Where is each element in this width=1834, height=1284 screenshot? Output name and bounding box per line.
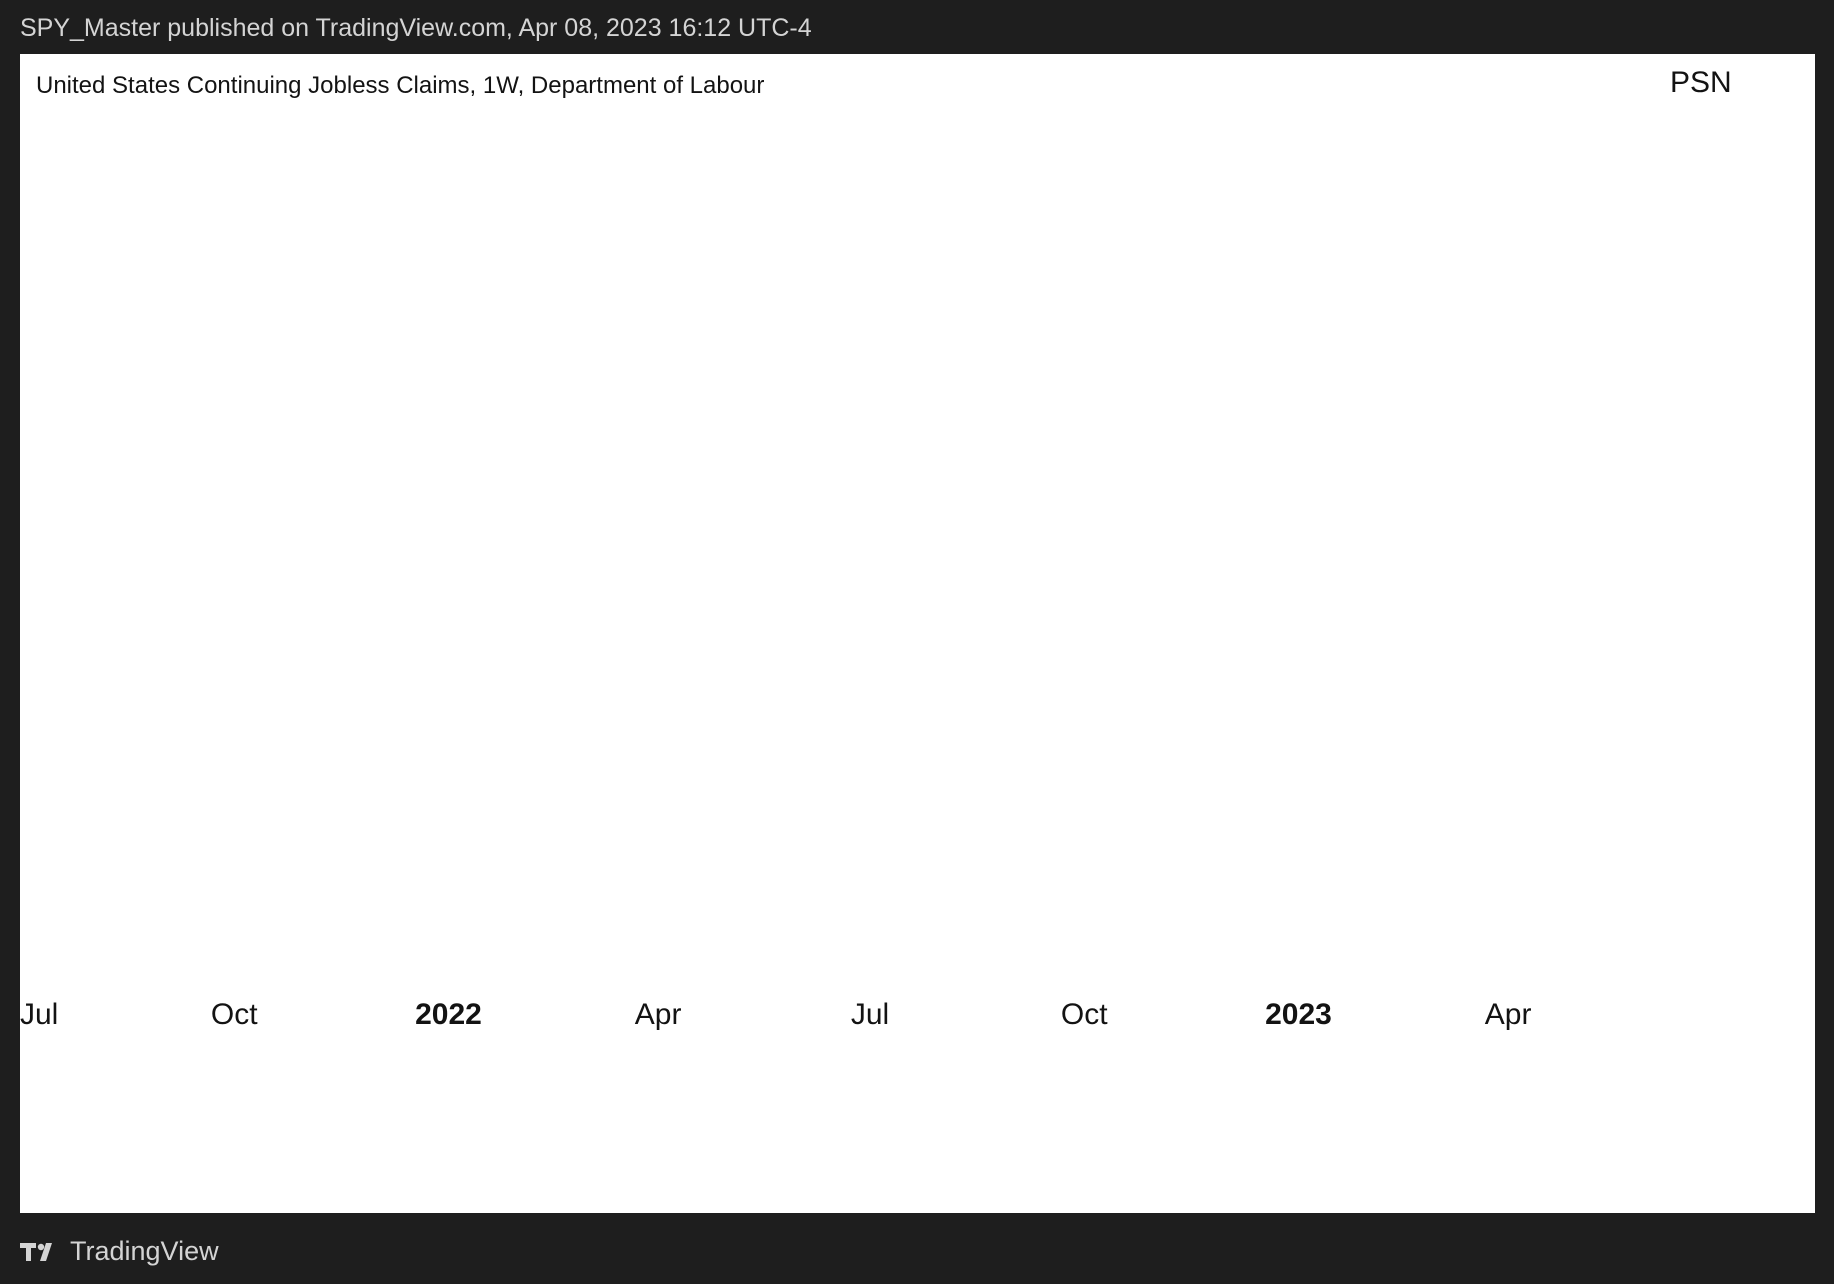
x-tick-label: Oct: [1061, 998, 1108, 1031]
x-tick-label: 2023: [1265, 998, 1332, 1031]
x-tick-label: Jul: [20, 998, 58, 1031]
x-tick-label: Oct: [211, 998, 258, 1031]
chart-title-interval: 1W: [482, 72, 518, 99]
symbol-label: PSN: [1670, 66, 1732, 99]
publish-caption: SPY_Master published on TradingView.com,…: [20, 14, 812, 42]
chart-title-source: Department of Labour: [530, 72, 765, 99]
x-tick-label: Apr: [635, 998, 682, 1031]
x-tick-label: Jul: [851, 998, 889, 1031]
tradingview-logo-icon: [20, 1242, 52, 1261]
chart-title-series: United States Continuing Jobless Claims: [36, 72, 470, 99]
tradingview-brand-text: TradingView: [70, 1236, 219, 1266]
x-tick-label: Apr: [1485, 998, 1532, 1031]
chart-title: United States Continuing Jobless Claims,…: [36, 72, 765, 99]
tradingview-branding[interactable]: TradingView: [20, 1236, 219, 1267]
chart-panel[interactable]: 5.3M4.5M3.75M3.15M2.75M2.35M2.05M1.75M1.…: [20, 54, 1815, 1213]
x-tick-label: 2022: [415, 998, 482, 1031]
chart-canvas[interactable]: 5.3M4.5M3.75M3.15M2.75M2.35M2.05M1.75M1.…: [20, 54, 1815, 1213]
